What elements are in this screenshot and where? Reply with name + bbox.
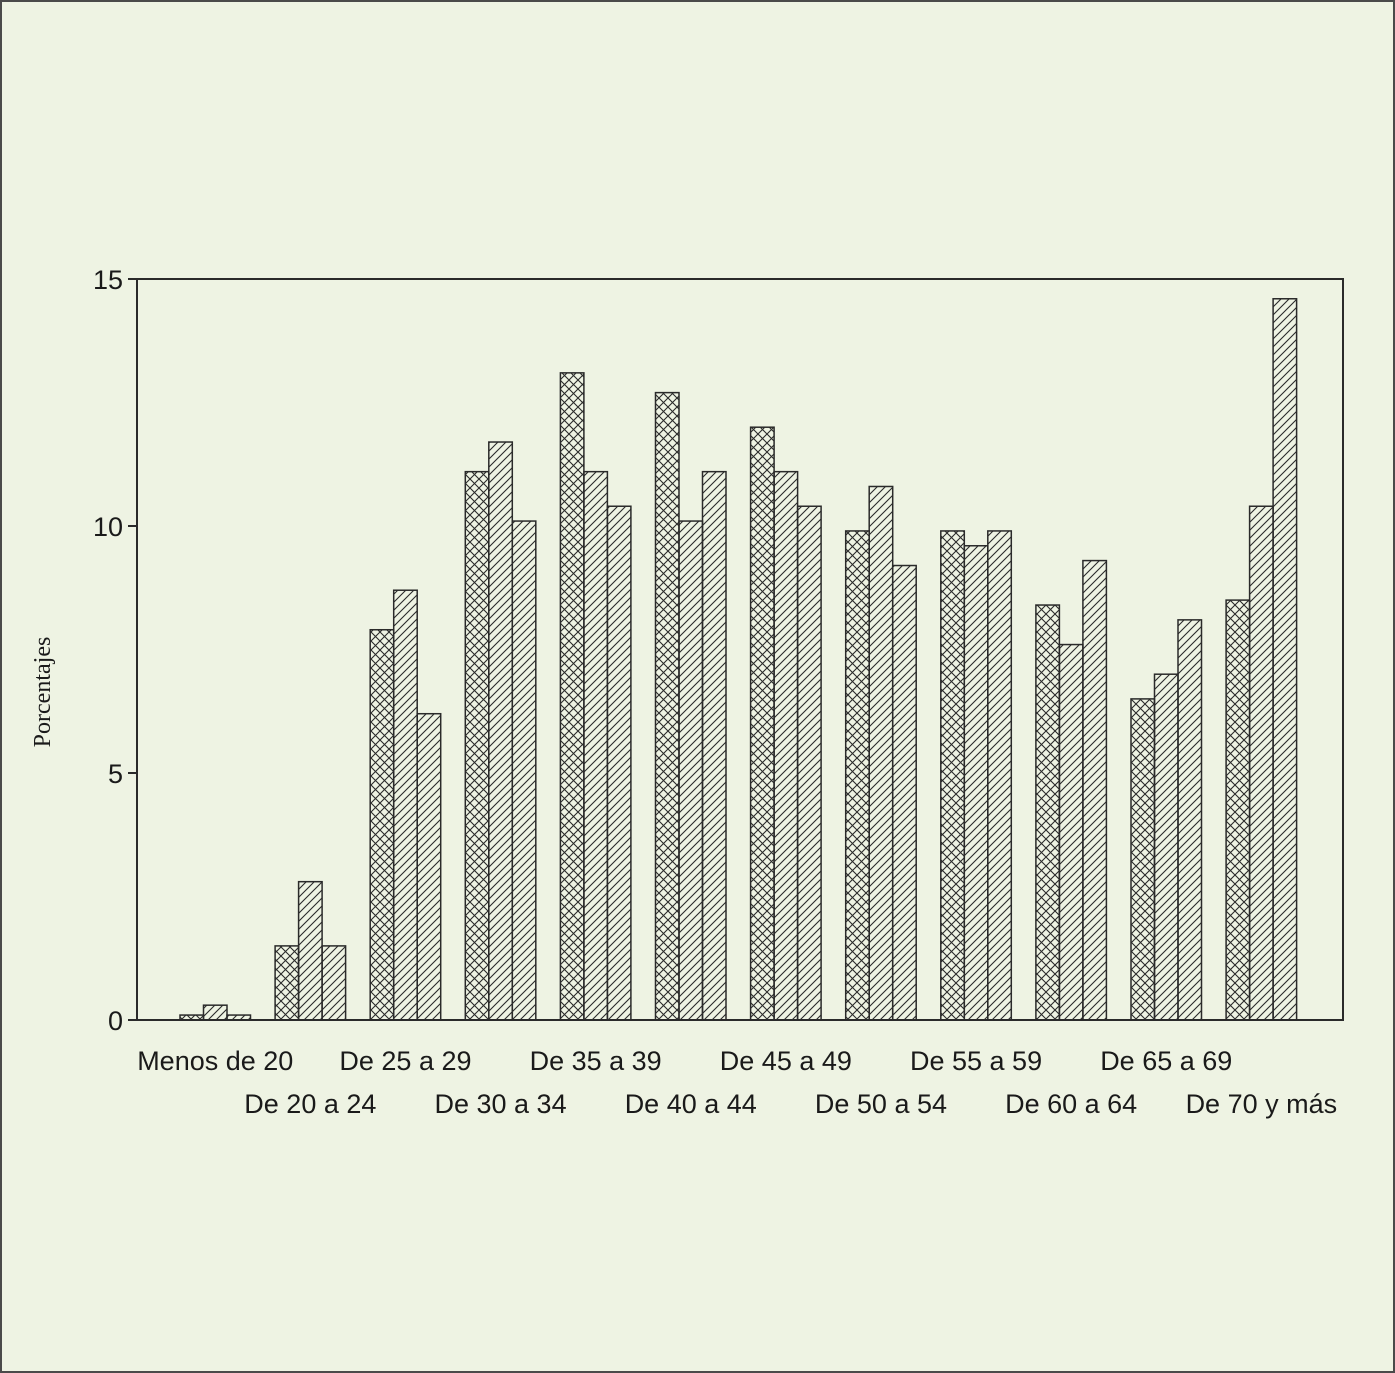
bar xyxy=(654,391,680,1021)
bar xyxy=(464,470,490,1021)
bar xyxy=(1082,559,1108,1021)
bar xyxy=(416,712,442,1021)
bar xyxy=(891,564,917,1021)
bar xyxy=(773,470,799,1021)
bars-group xyxy=(179,298,1298,1021)
bar xyxy=(844,530,870,1021)
bar xyxy=(796,505,822,1021)
y-tick-label: 5 xyxy=(108,759,123,789)
bar xyxy=(963,545,989,1021)
bar xyxy=(678,520,704,1021)
bar xyxy=(488,441,514,1021)
bar xyxy=(274,945,300,1021)
category-label: De 65 a 69 xyxy=(1100,1046,1232,1076)
category-label: De 45 a 49 xyxy=(720,1046,852,1076)
bar xyxy=(392,589,418,1021)
bar xyxy=(559,372,585,1021)
bar xyxy=(511,520,537,1021)
bar xyxy=(1248,505,1274,1021)
y-tick-label: 15 xyxy=(93,265,123,295)
category-label: De 70 y más xyxy=(1186,1089,1338,1119)
category-label: De 40 a 44 xyxy=(625,1089,757,1119)
bar xyxy=(701,470,727,1021)
bar xyxy=(1058,643,1084,1021)
y-tick-label: 10 xyxy=(93,512,123,542)
y-axis: 0 5 10 15 xyxy=(93,265,137,1036)
category-label: Menos de 20 xyxy=(137,1046,293,1076)
category-label: De 60 a 64 xyxy=(1005,1089,1137,1119)
bar xyxy=(1035,604,1061,1021)
x-axis: Menos de 20 De 20 a 24 De 25 a 29 De 30 a 3… xyxy=(137,1046,1337,1119)
bar xyxy=(369,628,395,1021)
category-label: De 55 a 59 xyxy=(910,1046,1042,1076)
bar xyxy=(1177,619,1203,1021)
bar xyxy=(749,426,775,1021)
bar xyxy=(987,530,1013,1021)
bar xyxy=(1153,673,1179,1021)
y-tick-label: 0 xyxy=(108,1006,123,1036)
category-label: De 20 a 24 xyxy=(244,1089,376,1119)
bar xyxy=(1130,698,1156,1021)
category-label: De 35 a 39 xyxy=(530,1046,662,1076)
category-label: De 25 a 29 xyxy=(339,1046,471,1076)
bar xyxy=(940,530,966,1021)
bar xyxy=(1272,298,1298,1021)
bar xyxy=(1225,599,1251,1021)
bar xyxy=(606,505,632,1021)
plot-area-border xyxy=(136,278,1344,1021)
y-axis-title: Porcentajes xyxy=(30,637,56,748)
bar xyxy=(202,1004,228,1021)
category-label: De 50 a 54 xyxy=(815,1089,947,1119)
bar xyxy=(321,945,347,1021)
bar xyxy=(297,880,323,1021)
category-label: De 30 a 34 xyxy=(434,1089,566,1119)
bar xyxy=(583,470,609,1021)
bar xyxy=(868,485,894,1021)
